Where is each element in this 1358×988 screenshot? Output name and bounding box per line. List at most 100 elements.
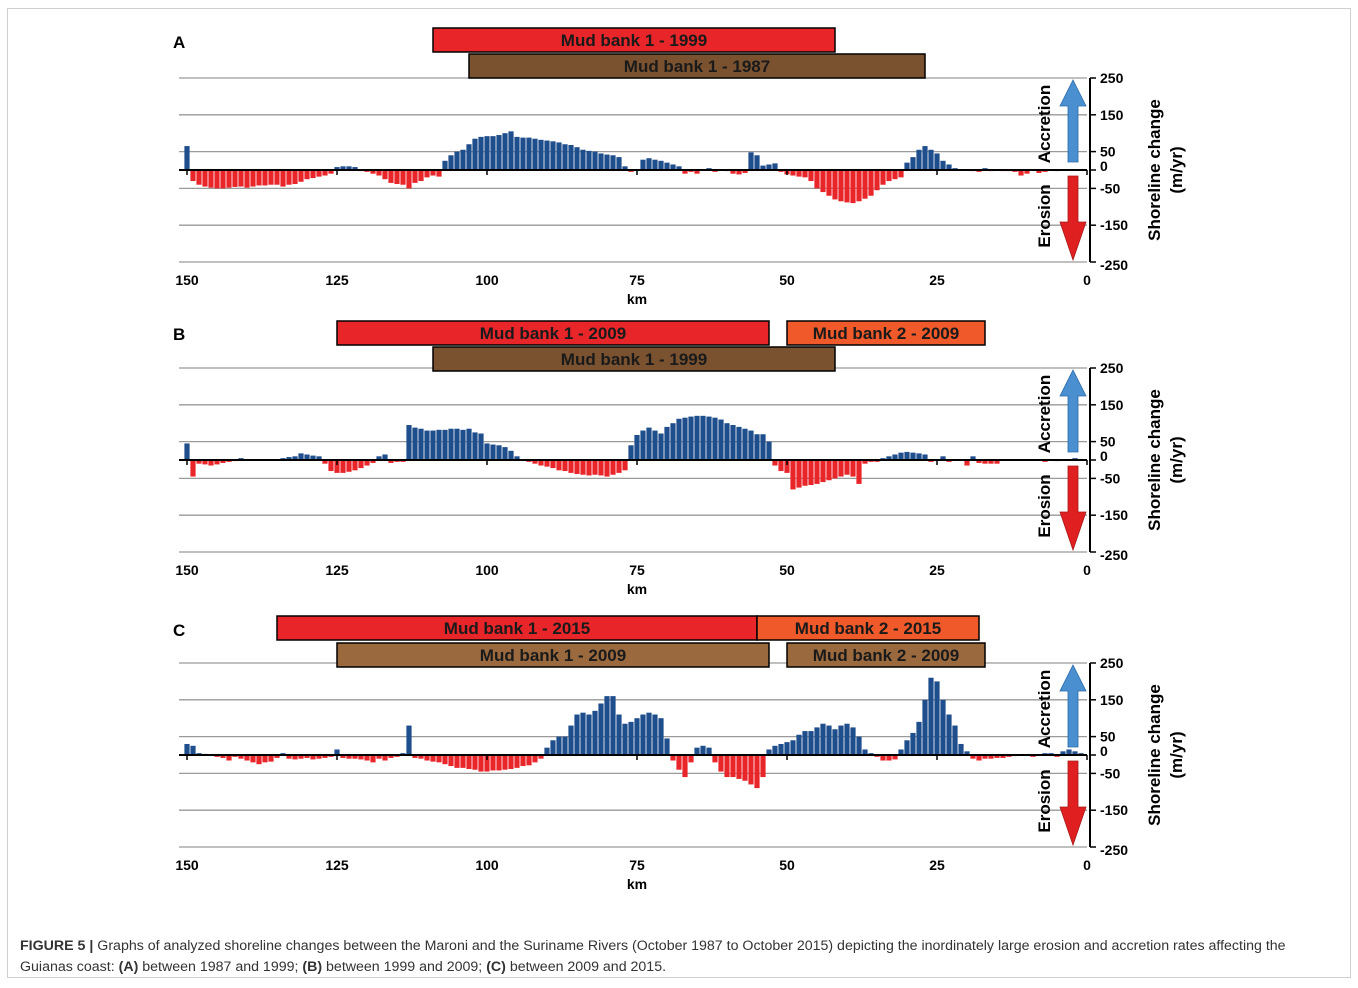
panel-a-x-tick-label: 50 (779, 272, 795, 288)
panel-c-bar (268, 755, 274, 762)
panel-c-bar (502, 755, 508, 770)
panel-c-bar (346, 755, 352, 759)
panel-b-bar (730, 425, 736, 460)
panel-b-y-axis-title: Shoreline change (1145, 389, 1164, 531)
panel-c-bar (472, 755, 478, 770)
panel-c-bar (418, 755, 424, 759)
panel-c-bar (682, 755, 688, 778)
panel-b-bar (460, 429, 466, 460)
panel-a-bar (460, 149, 466, 170)
panel-b-bar (916, 453, 922, 460)
panel-c-bar (430, 755, 436, 762)
panel-a-bar (556, 142, 562, 170)
panel-c-y-tick-label: -150 (1100, 802, 1128, 818)
panel-b-bar (334, 460, 340, 473)
panel-b-bar (982, 460, 988, 464)
caption-b-text: between 1999 and 2009; (322, 959, 487, 975)
panel-a-bar (802, 170, 808, 178)
panel-a-bar (820, 170, 826, 193)
panel-c-bar (310, 755, 316, 760)
panel-c-bar (706, 747, 712, 755)
panel-a-bar (850, 170, 856, 204)
panel-a-mud-bank-label: Mud bank 1 - 1987 (624, 57, 770, 76)
panel-c-bar (718, 755, 724, 772)
panel-c-y-tick-label: 0 (1100, 743, 1108, 759)
panel-a-y-tick-label: -250 (1100, 257, 1128, 273)
panel-b-bar (718, 419, 724, 460)
panel-b-bar (862, 460, 868, 464)
panel-c-x-tick-label: 0 (1083, 857, 1091, 873)
panel-a-bar (1018, 170, 1024, 176)
panel-b-bar (190, 460, 196, 477)
panel-b-bar (532, 460, 538, 464)
panel-a-bar (886, 170, 892, 182)
panel-a-bar (406, 170, 412, 189)
panel-a-y-tick-label: -50 (1100, 180, 1120, 196)
panel-c-bar (190, 745, 196, 755)
panel-c-mud-bank-label: Mud bank 1 - 2009 (480, 646, 626, 665)
panel-b-mud-bank-label: Mud bank 1 - 2009 (480, 324, 626, 343)
panel-c-bar (436, 755, 442, 763)
panel-a-bar (538, 139, 544, 170)
panel-c-x-tick-label: 125 (325, 857, 349, 873)
panel-c-bar (478, 755, 484, 772)
panel-c-bar (946, 714, 952, 755)
panel-b-bar (820, 460, 826, 483)
panel-a-bar (400, 170, 406, 185)
panel-a-bar (862, 170, 868, 199)
panel-a-bar (526, 137, 532, 170)
panel-c-bar (580, 712, 586, 755)
panel-b-erosion-label: Erosion (1035, 474, 1054, 537)
panel-a-bar (670, 164, 676, 170)
panel-b-bar (622, 460, 628, 471)
panel-b-bar (784, 460, 790, 473)
panel-a-bar (412, 170, 418, 183)
panel-a-bar (232, 170, 238, 187)
panel-b-bar (766, 441, 772, 460)
panel-c-bar (736, 755, 742, 779)
panel-a-bar (676, 166, 682, 170)
panel-a-bar (682, 170, 688, 174)
panel-b-bar (604, 460, 610, 477)
panel-a-bar (214, 170, 220, 189)
caption-a-text: between 1987 and 1999; (138, 959, 303, 975)
panel-a-y-tick-label: 250 (1100, 70, 1124, 86)
panel-a-bar (262, 170, 268, 186)
panel-a-bar (196, 170, 202, 185)
panel-c-bar (544, 747, 550, 755)
panel-a-y-axis-title: Shoreline change (1145, 99, 1164, 241)
panel-b-y-tick-label: 0 (1100, 448, 1108, 464)
panel-a-bar (880, 170, 886, 185)
panel-b-y-tick-label: 50 (1100, 434, 1116, 450)
panel-a-bar (352, 167, 358, 170)
panel-c-bar (982, 755, 988, 759)
panel-b-bar (832, 460, 838, 479)
panel-b-bar (634, 434, 640, 460)
panel-b-bar (208, 460, 214, 466)
panel-b-bar (796, 460, 802, 488)
panel-b-bar (502, 447, 508, 460)
panel-c-bar (832, 729, 838, 755)
panel-a-bar (562, 144, 568, 170)
panel-c-bar (1000, 755, 1006, 758)
panel-b-y-tick-label: 250 (1100, 360, 1124, 376)
panel-c-accretion-label: Accretion (1035, 670, 1054, 748)
panel-b-bar (286, 457, 292, 460)
panel-c-bar (304, 755, 310, 758)
panel-c-bar (814, 727, 820, 755)
panel-b-bar (448, 428, 454, 460)
panel-a-bar (388, 170, 394, 183)
panel-b-bar (910, 452, 916, 460)
panel-b-bar (406, 425, 412, 460)
panel-a-bar (838, 170, 844, 202)
panel-a-bar (772, 163, 778, 170)
panel-a-bar (382, 170, 388, 180)
panel-a-bar (652, 159, 658, 170)
panel-b-bar (790, 460, 796, 490)
panel-c-bar (754, 755, 760, 789)
panel-c-bar (592, 710, 598, 755)
panel-b-bar (586, 460, 592, 476)
panel-c-bar (298, 755, 304, 759)
panel-c-x-tick-label: 50 (779, 857, 795, 873)
panel-c-y-tick-label: 50 (1100, 729, 1116, 745)
